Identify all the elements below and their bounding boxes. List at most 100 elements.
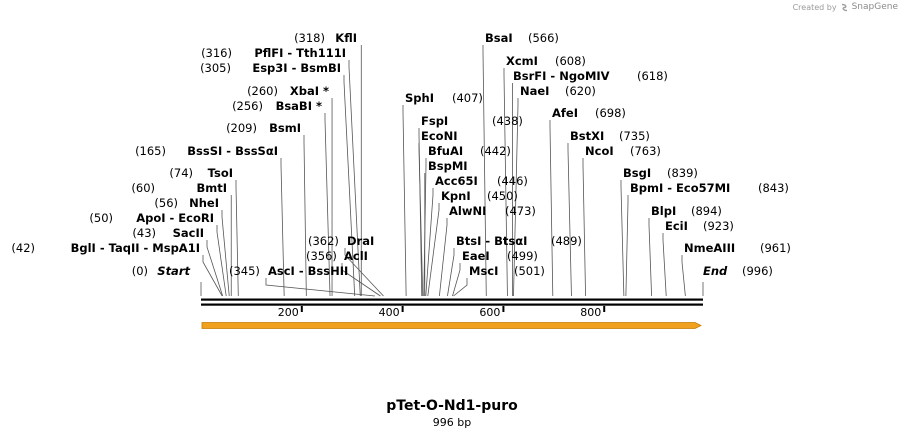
site-leader-bsmi — [303, 135, 307, 297]
plasmid-name: pTet-O-Nd1-puro — [386, 398, 518, 414]
site-leader-apoi-ecori — [216, 225, 227, 297]
tick-label-400: 400 — [379, 306, 400, 319]
site-name-drai[interactable]: DraI — [347, 234, 374, 248]
site-name-acc65i[interactable]: Acc65I — [435, 174, 478, 188]
site-name-apoi-ecori[interactable]: ApoI - EcoRI — [136, 211, 214, 225]
site-position-btsi-bts-i: (489) — [551, 234, 582, 248]
site-position-bsrfi-ngomiv: (618) — [637, 69, 668, 83]
site-name-bsssi-bsss-i[interactable]: BssSI - BssSαI — [187, 144, 278, 158]
site-name-tsoi[interactable]: TsoI — [208, 166, 233, 180]
site-name-bsmi[interactable]: BsmI — [269, 121, 301, 135]
site-position-bsai: (566) — [528, 31, 559, 45]
site-position-pflfi-tth111i: (316) — [201, 46, 232, 60]
site-position-xbai: (260) — [247, 84, 278, 98]
site-name-alwni[interactable]: AlwNI — [449, 204, 486, 218]
site-position-bsabi: (256) — [232, 99, 263, 113]
backbone-bottom-strand — [201, 303, 703, 306]
site-position-acc65i: (446) — [497, 174, 528, 188]
site-name-msci[interactable]: MscI — [469, 264, 498, 278]
credit-brand: SnapGene — [851, 2, 898, 12]
site-leader-tsoi — [235, 180, 239, 297]
site-position-afei: (698) — [595, 106, 626, 120]
site-position-xcmi: (608) — [555, 54, 586, 68]
site-name-bsai[interactable]: BsaI — [485, 31, 513, 45]
site-name-end[interactable]: End — [703, 264, 728, 278]
site-name-bsgi[interactable]: BsgI — [623, 166, 651, 180]
site-leader-sacii — [206, 240, 224, 297]
site-name-bpmi-eco57mi[interactable]: BpmI - Eco57MI — [630, 181, 730, 195]
site-leader-xcmi — [503, 68, 508, 297]
site-leader-drai — [344, 248, 384, 297]
site-leader-bsgi — [620, 180, 625, 297]
site-position-ncoi: (763) — [630, 144, 661, 158]
site-position-bsssi-bsss-i: (165) — [135, 144, 166, 158]
site-name-bsrfi-ngomiv[interactable]: BsrFI - NgoMIV — [513, 69, 610, 83]
site-name-afei[interactable]: AfeI — [552, 106, 578, 120]
site-name-bstxi[interactable]: BstXI — [570, 129, 604, 143]
site-position-acli: (356) — [306, 249, 337, 263]
site-name-nhei[interactable]: NheI — [189, 196, 219, 210]
site-leader-acc65i — [425, 188, 434, 297]
sequence-backbone — [201, 298, 703, 306]
feature-arrow-shape[interactable] — [201, 322, 702, 329]
site-leader-nhei — [221, 210, 230, 297]
tick-label-600: 600 — [479, 306, 500, 319]
site-name-xbai[interactable]: XbaI * — [290, 84, 329, 98]
site-position-apoi-ecori: (50) — [89, 211, 113, 225]
site-leader-esp3i-bsmbi — [343, 75, 356, 297]
site-labels: Start (0) BglI - TaqII - MspA1I (42) SacII (4… — [11, 31, 791, 278]
snapgene-credit: Created by SnapGene — [793, 2, 898, 12]
site-name-bspmi[interactable]: BspMI — [428, 159, 468, 173]
site-name-bsabi[interactable]: BsaBI * — [276, 99, 322, 113]
site-name-kfli[interactable]: KflI — [335, 31, 357, 45]
site-leader-bgli-taqii-mspa1i — [202, 255, 223, 297]
site-name-fspi[interactable]: FspI — [421, 114, 448, 128]
tick-label-200: 200 — [278, 306, 299, 319]
site-position-end: (996) — [742, 264, 773, 278]
site-leader-ncoi — [582, 158, 586, 297]
site-position-msci: (501) — [514, 264, 545, 278]
site-leader-blpi — [648, 218, 652, 297]
site-leader-naei — [513, 98, 519, 297]
site-name-acli[interactable]: AclI — [344, 249, 368, 263]
site-name-ncoi[interactable]: NcoI — [585, 144, 614, 158]
site-name-btsi-bts-i[interactable]: BtsI - BtsαI — [456, 234, 527, 248]
credit-created-by: Created by — [792, 2, 837, 12]
site-name-sacii[interactable]: SacII — [173, 226, 204, 240]
tick-label-800: 800 — [580, 306, 601, 319]
site-position-blpi: (894) — [691, 204, 722, 218]
site-leader-acli — [341, 263, 381, 297]
site-leader-alwni — [439, 218, 448, 297]
site-name-kpni[interactable]: KpnI — [441, 189, 471, 203]
site-name-ecii[interactable]: EciI — [665, 219, 688, 233]
site-name-eaei[interactable]: EaeI — [462, 249, 490, 263]
site-name-bmti[interactable]: BmtI — [196, 181, 227, 195]
site-name-xcmi[interactable]: XcmI — [506, 54, 538, 68]
site-position-sacii: (43) — [132, 226, 156, 240]
site-name-esp3i-bsmbi[interactable]: Esp3I - BsmBI — [252, 61, 341, 75]
site-position-bsmi: (209) — [226, 121, 257, 135]
site-name-naei[interactable]: NaeI — [520, 84, 549, 98]
site-position-nmeaiii: (961) — [760, 241, 791, 255]
site-leader-bstxi — [567, 143, 572, 297]
site-name-bfuai[interactable]: BfuAI — [428, 144, 463, 158]
site-name-sphi[interactable]: SphI — [405, 91, 434, 105]
site-name-econi[interactable]: EcoNI — [421, 129, 457, 143]
site-name-pflfi-tth111i[interactable]: PflFI - Tth111I — [254, 46, 346, 60]
site-position-ecii: (923) — [703, 219, 734, 233]
site-name-blpi[interactable]: BlpI — [651, 204, 676, 218]
site-leader-eaei — [452, 263, 461, 297]
site-name-asci-bsshii[interactable]: AscI - BssHII — [268, 264, 348, 278]
site-position-bsgi: (839) — [667, 166, 698, 180]
site-position-nhei: (56) — [154, 196, 178, 210]
site-position-asci-bsshii: (345) — [229, 264, 260, 278]
site-name-bgli-taqii-mspa1i[interactable]: BglI - TaqII - MspA1I — [71, 241, 200, 255]
site-position-bgli-taqii-mspa1i: (42) — [11, 241, 35, 255]
site-name-nmeaiii[interactable]: NmeAIII — [684, 241, 735, 255]
site-position-bfuai: (442) — [480, 144, 511, 158]
feature-arrow[interactable] — [201, 322, 702, 329]
site-position-kpni: (450) — [487, 189, 518, 203]
backbone-top-strand — [201, 298, 703, 301]
site-name-start[interactable]: Start — [157, 264, 190, 278]
